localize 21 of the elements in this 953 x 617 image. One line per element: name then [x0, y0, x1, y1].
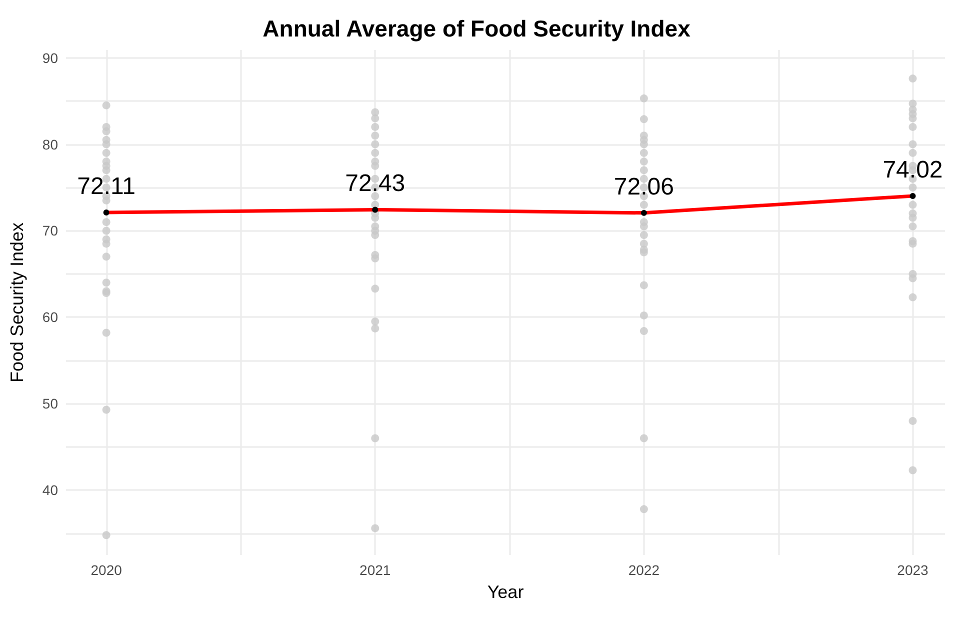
y-tick-label: 90 — [42, 50, 58, 66]
y-tick-label: 50 — [42, 396, 58, 412]
point — [910, 192, 916, 199]
y-tick-label: 40 — [42, 482, 58, 498]
y-tick-label: 60 — [42, 309, 58, 326]
x-tick-label: 2022 — [628, 562, 660, 578]
point — [640, 210, 647, 216]
x-tick-label: 2023 — [897, 562, 929, 578]
data-label: 72.06 — [614, 173, 674, 200]
data-label: 72.11 — [77, 172, 136, 200]
x-tick-label: 2021 — [360, 562, 391, 578]
data-label: 72.43 — [345, 170, 406, 198]
y-axis-title: Food Security Index — [7, 222, 27, 383]
x-tick-label: 2020 — [90, 562, 122, 578]
point — [372, 206, 378, 213]
data-label: 74.02 — [882, 156, 943, 184]
y-tick-label: 70 — [42, 222, 58, 239]
x-axis-title: Year — [487, 582, 524, 602]
chart-title: Annual Average of Food Security Index — [262, 16, 691, 42]
point — [103, 209, 110, 216]
y-tick-label: 80 — [42, 136, 58, 152]
